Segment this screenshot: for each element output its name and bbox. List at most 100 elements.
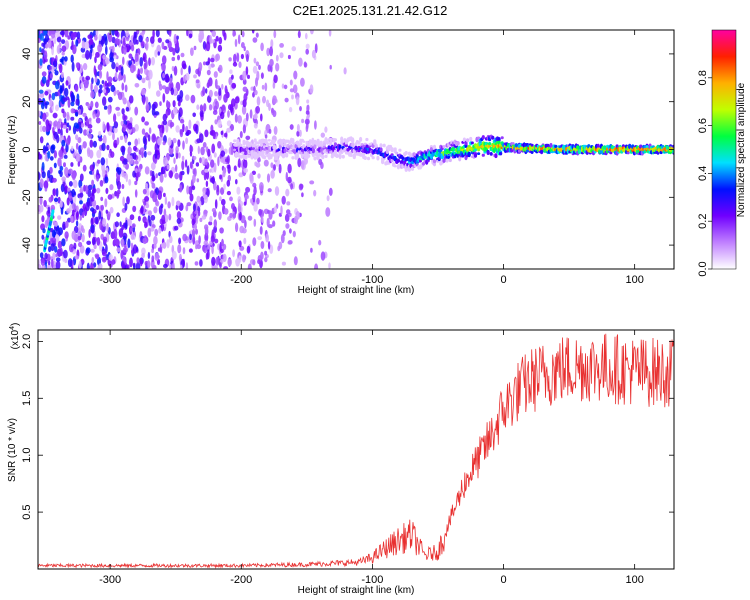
spectrogram-signal-cell: [510, 148, 514, 153]
spectrogram-noise-cell: [94, 76, 98, 83]
spectrogram-noise-cell: [164, 214, 169, 223]
spectrogram-noise-cell: [170, 87, 174, 96]
spectrogram-noise-cell: [211, 30, 216, 37]
spectrogram-noise-cell: [64, 166, 69, 177]
spectrogram-noise-cell: [130, 242, 134, 250]
spectrogram-noise-cell: [241, 30, 245, 38]
spectrogram-noise-cell: [163, 192, 166, 198]
spectrogram-noise-cell: [144, 121, 150, 126]
spectrogram-x-label: Height of straight line (km): [298, 285, 415, 296]
spectrogram-noise-cell: [212, 130, 216, 140]
spectrogram-noise-cell: [141, 88, 146, 96]
spectrogram-noise-cell: [96, 237, 101, 246]
spectrogram-noise-cell: [70, 116, 75, 121]
spectrogram-noise-cell: [102, 218, 107, 227]
spectrogram-noise-cell: [56, 121, 61, 131]
spectrogram-noise-cell: [287, 163, 292, 174]
spectrogram-signal-cell: [363, 156, 367, 160]
spectrogram-noise-cell: [118, 73, 121, 82]
spectrogram-noise-cell: [241, 105, 247, 115]
spectrogram-noise-cell: [39, 125, 43, 133]
spectrogram-noise-cell: [105, 187, 109, 194]
spectrogram-signal-cell: [596, 143, 600, 149]
spectrogram-noise-cell: [165, 123, 169, 133]
spectrogram-noise-cell: [289, 79, 293, 86]
spectrogram-noise-cell: [70, 101, 75, 107]
spectrogram-signal-cell: [481, 135, 485, 140]
spectrogram-noise-cell: [122, 56, 125, 65]
spectrogram-signal-cell: [486, 150, 490, 155]
spectrogram-noise-cell: [328, 30, 332, 37]
spectrogram-signal-cell: [253, 143, 257, 147]
spectrogram-noise-cell: [97, 64, 103, 71]
spectrogram-noise-cell: [291, 46, 297, 52]
spectrogram-signal-cell: [266, 142, 270, 146]
snr-y-label: SNR (10 * v/v): [7, 418, 18, 482]
spectrogram-noise-cell: [113, 55, 117, 60]
spectrogram-signal-cell: [626, 151, 630, 155]
spectrogram-noise-cell: [218, 87, 222, 96]
spectrogram-noise-cell: [166, 239, 170, 249]
spectrogram-noise-cell: [221, 105, 226, 111]
spectrogram-noise-cell: [61, 176, 66, 182]
spectrogram-noise-cell: [219, 262, 222, 269]
spectrogram-noise-cell: [98, 34, 102, 41]
spectrogram-noise-cell: [188, 119, 192, 130]
spectrogram-signal-cell: [387, 147, 391, 152]
spectrogram-signal-cell: [272, 142, 276, 145]
spectrogram-signal-cell: [296, 154, 300, 159]
spectrogram-noise-cell: [117, 180, 121, 190]
spectrogram-noise-cell: [38, 264, 42, 269]
spectrogram-noise-cell: [260, 42, 264, 52]
spectrogram-noise-cell: [207, 79, 211, 88]
spectrogram-noise-cell: [127, 218, 132, 227]
spectrogram-noise-cell: [199, 157, 202, 164]
spectrogram-noise-cell: [296, 124, 300, 132]
spectrogram-noise-cell: [115, 106, 121, 111]
spectrogram-noise-cell: [245, 54, 249, 62]
spectrogram-signal-cell: [333, 142, 337, 147]
spectrogram-noise-cell: [223, 266, 229, 269]
spectrogram-noise-cell: [218, 64, 223, 74]
spectrogram-signal-cell: [379, 143, 383, 148]
colorbar-tick-label: 0.8: [697, 70, 709, 85]
spectrogram-noise-cell: [134, 180, 138, 186]
spectrogram-noise-cell: [74, 255, 80, 260]
spectrogram-noise-cell: [99, 179, 104, 187]
spectrogram-signal-cell: [401, 156, 405, 161]
spectrogram-noise-cell: [233, 165, 237, 172]
spectrogram-noise-cell: [39, 33, 44, 41]
spectrogram-noise-cell: [142, 52, 147, 63]
spectrogram-noise-cell: [182, 63, 187, 70]
spectrogram-noise-cell: [185, 204, 189, 212]
spectrogram-noise-cell: [121, 82, 125, 91]
spectrogram-noise-cell: [188, 65, 191, 75]
spectrogram-signal-cell: [264, 138, 268, 144]
spectrogram-noise-cell: [67, 35, 71, 40]
spectrogram-noise-cell: [196, 104, 200, 110]
spectrogram-noise-cell: [92, 140, 97, 148]
spectrogram-noise-cell: [234, 96, 240, 104]
spectrogram-noise-cell: [70, 162, 74, 167]
spectrogram-noise-cell: [270, 162, 274, 169]
spectrogram-noise-cell: [125, 219, 128, 230]
spectrogram-noise-cell: [85, 49, 90, 60]
spectrogram-noise-cell: [75, 111, 79, 117]
spectrogram-noise-cell: [61, 139, 66, 147]
spectrogram-noise-cell: [265, 233, 269, 243]
spectrogram-noise-cell: [89, 149, 94, 159]
spectrogram-noise-cell: [272, 220, 276, 227]
spectrogram-noise-cell: [239, 131, 243, 139]
spectrogram-noise-cell: [100, 35, 106, 45]
spectrogram-noise-cell: [102, 96, 107, 106]
spectrogram-noise-cell: [77, 236, 82, 241]
spectrogram-noise-cell: [219, 227, 224, 234]
spectrogram-noise-cell: [129, 214, 135, 221]
spectrogram-noise-cell: [147, 134, 151, 142]
spectrogram-noise-cell: [199, 109, 204, 118]
spectrogram-noise-cell: [61, 45, 67, 52]
spectrogram-noise-cell: [160, 222, 164, 232]
spectrogram-noise-cell: [131, 127, 136, 134]
spectrogram-noise-cell: [268, 103, 271, 111]
spectrogram-signal-cell: [233, 139, 237, 143]
